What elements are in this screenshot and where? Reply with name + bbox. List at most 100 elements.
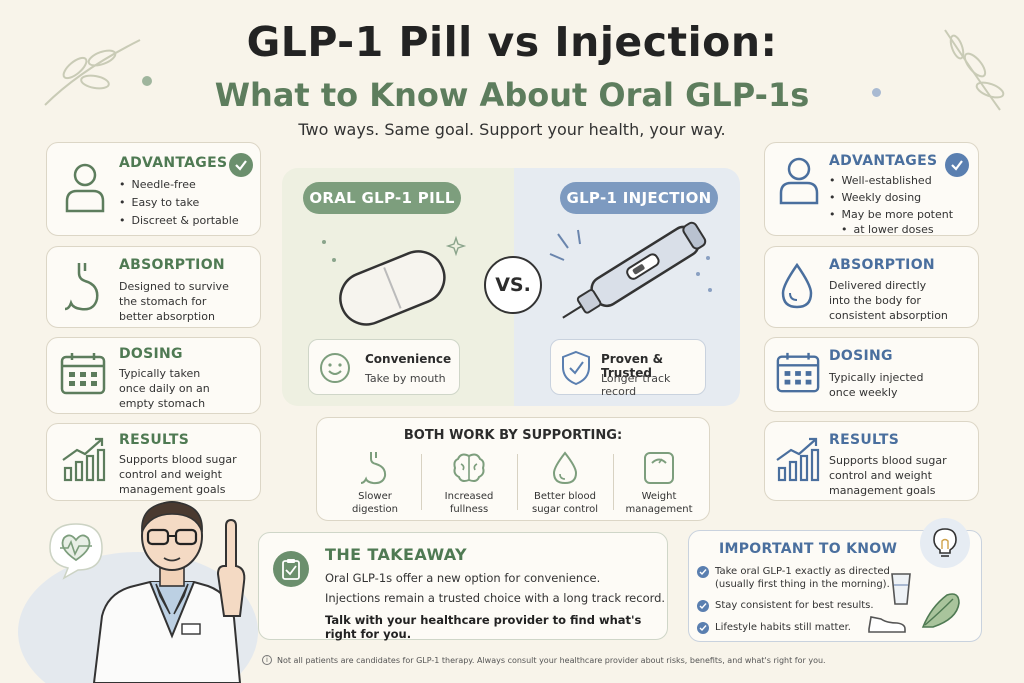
pill-advantage-item: Easy to take	[119, 195, 239, 210]
injection-absorption-line: Delivered directly	[829, 279, 927, 292]
injection-advantage-item: Weekly dosing	[829, 190, 953, 205]
shield-icon	[562, 350, 590, 386]
tagline: Two ways. Same goal. Support your health…	[298, 120, 726, 139]
injection-dosing-line: once weekly	[829, 386, 898, 399]
chart-icon	[62, 437, 106, 482]
both-item-line: sugar control	[532, 504, 598, 515]
convenience-title: Convenience	[365, 352, 452, 366]
clipboard-check-icon	[273, 551, 309, 587]
both-item-blood-sugar: Better blood sugar control	[517, 450, 613, 516]
both-item-line: management	[625, 504, 693, 515]
takeaway-line: Oral GLP-1s offer a new option for conve…	[325, 571, 601, 585]
injection-absorption-card: ABSORPTION Delivered directly into the b…	[764, 246, 979, 328]
pill-absorption-line: better absorption	[119, 310, 215, 323]
both-work-title: BOTH WORK BY SUPPORTING:	[403, 428, 623, 443]
both-item-line: Better blood	[533, 491, 596, 502]
oral-pill-label: ORAL GLP-1 PILL	[303, 182, 461, 214]
injection-advantage-item: May be more potent	[829, 207, 954, 222]
decor-dot	[872, 88, 881, 97]
takeaway-panel: THE TAKEAWAY Oral GLP-1s offer a new opt…	[258, 532, 668, 641]
divider	[421, 454, 422, 510]
proven-trusted-title: Proven & Trusted	[601, 352, 664, 380]
disclaimer: i Not all patients are candidates for GL…	[262, 655, 982, 665]
brain-icon	[453, 453, 485, 482]
shoe-icon	[868, 616, 906, 633]
vs-badge: VS.	[484, 256, 542, 314]
pill-dosing-line: once daily on an	[119, 382, 210, 395]
injection-advantage-item: Well-established	[829, 173, 953, 188]
divider	[613, 454, 614, 510]
pill-advantage-item: Needle-free	[119, 177, 239, 192]
injection-advantages-card: ADVANTAGES Well-established Weekly dosin…	[764, 142, 979, 236]
important-item-line: Take oral GLP-1 exactly as directed	[715, 566, 890, 577]
pill-advantages-title: ADVANTAGES	[119, 155, 228, 171]
important-item-line: Stay consistent for best results.	[715, 600, 874, 611]
injection-dosing-title: DOSING	[829, 348, 893, 364]
convenience-card: Convenience Take by mouth	[308, 339, 460, 395]
water-glass-icon	[891, 573, 911, 605]
injection-absorption-title: ABSORPTION	[829, 257, 935, 273]
pill-advantage-item: Discreet & portable	[119, 213, 239, 228]
injection-advantage-item-continued: at lower doses	[829, 222, 953, 237]
chart-icon	[776, 437, 820, 482]
pill-absorption-title: ABSORPTION	[119, 257, 225, 273]
injection-pen-illustration-icon	[549, 221, 712, 319]
pill-absorption-card: ABSORPTION Designed to survive the stoma…	[46, 246, 261, 328]
decor-dot	[142, 76, 152, 86]
pill-results-line: control and weight	[119, 468, 222, 481]
pill-illustration-icon	[322, 235, 467, 326]
pill-dosing-line: Typically taken	[119, 367, 201, 380]
check-icon	[229, 153, 253, 177]
important-item: Lifestyle habits still matter.	[697, 621, 897, 634]
injection-results-line: Supports blood sugar	[829, 454, 947, 467]
both-item-line: digestion	[352, 504, 398, 515]
check-icon	[697, 622, 709, 634]
important-item-line: (usually first thing in the morning).	[715, 579, 890, 590]
lightbulb-icon	[933, 528, 957, 557]
pill-dosing-card: DOSING Typically taken once daily on an …	[46, 337, 261, 414]
injection-dosing-card: DOSING Typically injected once weekly	[764, 337, 979, 412]
calendar-icon	[60, 353, 106, 395]
both-item-fullness: Increased fullness	[421, 450, 517, 516]
scale-icon	[644, 452, 674, 484]
injection-results-line: control and weight	[829, 469, 932, 482]
important-item-line: Lifestyle habits still matter.	[715, 622, 851, 633]
check-icon	[945, 153, 969, 177]
leaf-decoration-left-icon	[44, 39, 141, 106]
pill-results-title: RESULTS	[119, 432, 190, 448]
calendar-icon	[776, 352, 820, 393]
vegetable-icon	[921, 593, 960, 628]
person-icon	[779, 157, 819, 205]
drop-icon	[552, 451, 578, 485]
convenience-subtitle: Take by mouth	[365, 372, 446, 385]
injection-label: GLP-1 INJECTION	[560, 182, 718, 214]
both-item-line: Increased	[444, 491, 494, 502]
smile-icon	[320, 353, 350, 383]
important-item: Stay consistent for best results.	[697, 599, 897, 612]
proven-trusted-subtitle: Longer track record	[601, 372, 671, 398]
both-item-digestion: Slower digestion	[327, 450, 423, 516]
both-item-line: Weight	[641, 491, 677, 502]
divider	[517, 454, 518, 510]
both-work-panel: BOTH WORK BY SUPPORTING: Slower digestio…	[316, 417, 710, 521]
pill-results-card: RESULTS Supports blood sugar control and…	[46, 423, 261, 501]
pill-dosing-title: DOSING	[119, 346, 183, 362]
page-subtitle: What to Know About Oral GLP-1s	[214, 76, 810, 114]
pill-advantages-card: ADVANTAGES Needle-free Easy to take Disc…	[46, 142, 261, 236]
drop-icon	[781, 262, 813, 309]
disclaimer-text: Not all patients are candidates for GLP-…	[277, 655, 826, 665]
check-icon	[697, 600, 709, 612]
heart-speech-bubble-icon	[49, 523, 103, 580]
doctor-illustration-icon	[92, 501, 246, 683]
both-item-weight: Weight management	[611, 450, 707, 516]
takeaway-title: THE TAKEAWAY	[325, 545, 468, 564]
injection-absorption-line: into the body for	[829, 294, 921, 307]
injection-advantages-title: ADVANTAGES	[829, 153, 938, 169]
takeaway-line: Injections remain a trusted choice with …	[325, 591, 666, 605]
check-icon	[697, 566, 709, 578]
pill-absorption-line: Designed to survive	[119, 280, 229, 293]
injection-dosing-line: Typically injected	[829, 371, 924, 384]
both-item-line: fullness	[449, 504, 489, 515]
both-item-line: Slower	[358, 491, 392, 502]
important-title: IMPORTANT TO KNOW	[719, 541, 898, 557]
